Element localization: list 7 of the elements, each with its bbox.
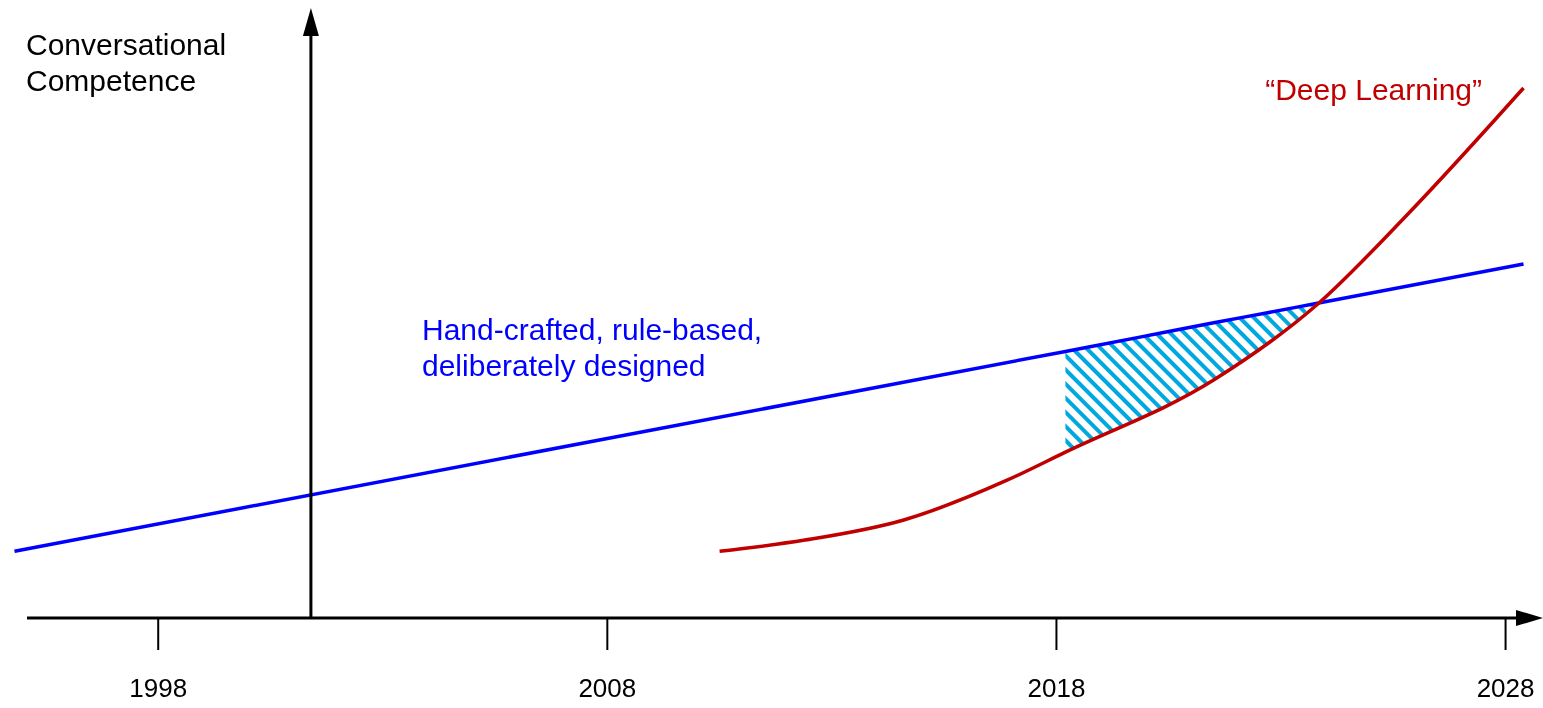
x-tick-label: 1998 (129, 673, 188, 703)
x-tick-label: 2028 (1476, 673, 1535, 703)
y-axis-title: Conversational Competence (26, 28, 227, 97)
x-tick-label: 2018 (1027, 673, 1086, 703)
series-label: “Deep Learning” (1265, 73, 1482, 106)
x-tick-label: 2008 (578, 673, 637, 703)
series-label: Hand-crafted, rule-based, deliberately designed (422, 313, 763, 382)
